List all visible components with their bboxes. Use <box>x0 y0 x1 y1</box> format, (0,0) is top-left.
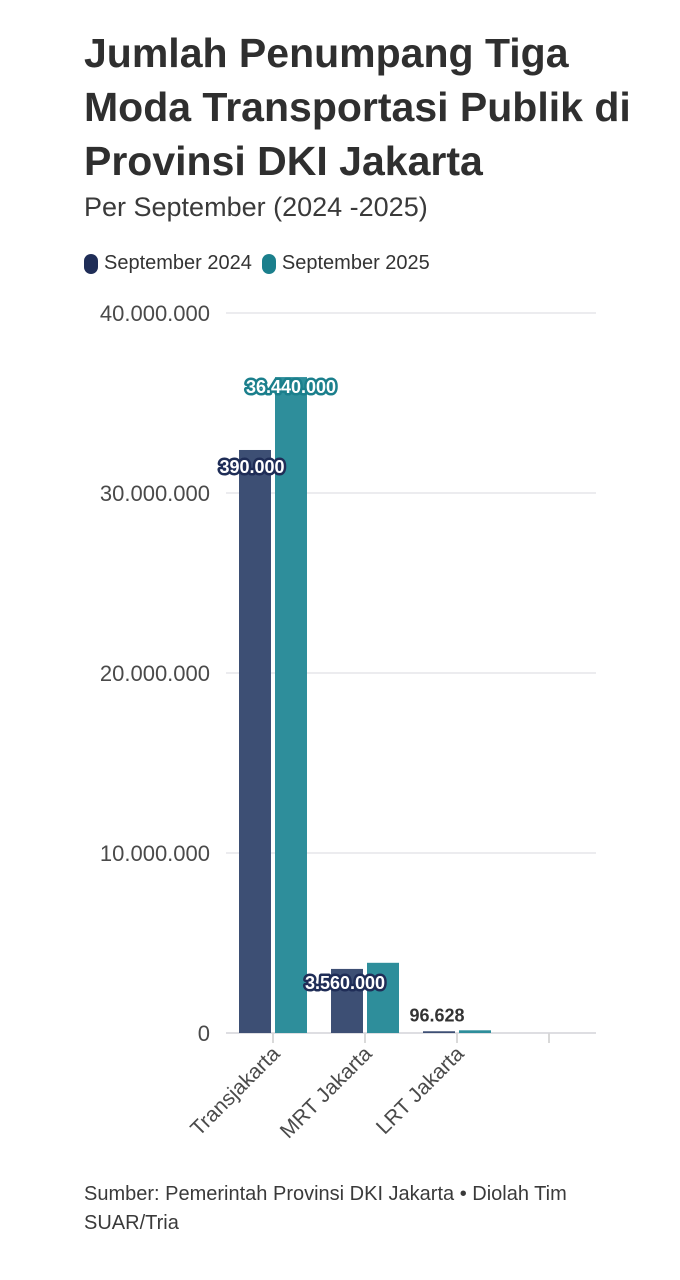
category-label: MRT Jakarta <box>276 1042 377 1143</box>
legend-item-2025: September 2025 <box>261 252 430 275</box>
y-tick-label: 0 <box>198 1021 210 1046</box>
data-label: 36.440.000 <box>246 377 336 397</box>
bar <box>459 1030 491 1033</box>
y-tick-label: 40.000.000 <box>100 301 210 326</box>
bar <box>275 377 307 1033</box>
bar-chart: 0 10.000.000 20.000.000 30.000.000 40.000.00… <box>100 301 596 1143</box>
chart-subtitle: Per September (2024 -2025) <box>84 192 428 222</box>
chart-title: Jumlah Penumpang Tiga Moda Transportasi … <box>84 30 631 184</box>
data-label: 3.560.000 <box>305 973 385 993</box>
bar <box>367 962 399 1033</box>
bar <box>239 449 271 1033</box>
category-label: Transjakarta <box>186 1042 284 1140</box>
y-tick-label: 10.000.000 <box>100 841 210 866</box>
category-label: LRT Jakarta <box>372 1042 469 1139</box>
legend-label-2024: September 2024 <box>104 252 252 274</box>
legend-swatch-2024 <box>84 253 98 274</box>
data-label: 390.000 <box>219 457 284 477</box>
legend-item-2024: September 2024 <box>84 252 252 275</box>
legend-label-2025: September 2025 <box>281 252 430 274</box>
data-label: 96.628 <box>409 1005 464 1025</box>
bar <box>331 968 363 1033</box>
y-tick-label: 20.000.000 <box>100 661 210 686</box>
legend: September 2024 September 2025 <box>84 252 440 275</box>
legend-swatch-2025 <box>261 253 276 274</box>
bar <box>423 1031 455 1033</box>
y-tick-label: 30.000.000 <box>100 481 210 506</box>
source-note: Sumber: Pemerintah Provinsi DKI Jakarta … <box>84 1183 567 1234</box>
